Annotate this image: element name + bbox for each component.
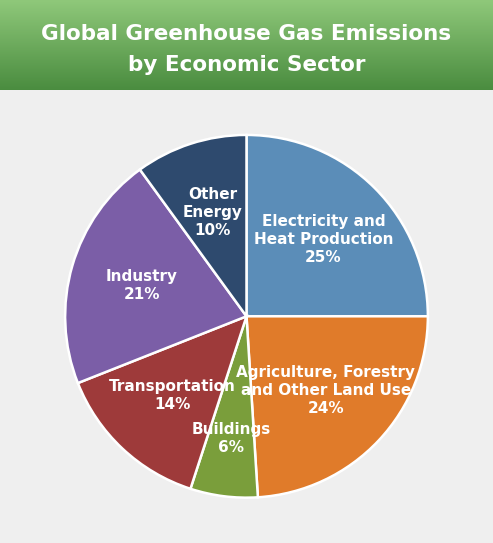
Wedge shape: [140, 135, 246, 316]
Text: Global Greenhouse Gas Emissions: Global Greenhouse Gas Emissions: [41, 24, 452, 44]
Text: by Economic Sector: by Economic Sector: [128, 54, 365, 74]
Text: Electricity and
Heat Production
25%: Electricity and Heat Production 25%: [254, 214, 393, 265]
Text: Buildings
6%: Buildings 6%: [191, 422, 271, 455]
Wedge shape: [246, 316, 428, 497]
Text: Other
Energy
10%: Other Energy 10%: [183, 187, 243, 238]
Text: Agriculture, Forestry
and Other Land Use
24%: Agriculture, Forestry and Other Land Use…: [236, 365, 415, 416]
Wedge shape: [246, 135, 428, 316]
Wedge shape: [78, 316, 246, 489]
Wedge shape: [190, 316, 258, 498]
Text: Transportation
14%: Transportation 14%: [108, 379, 236, 412]
Text: Industry
21%: Industry 21%: [106, 269, 178, 302]
Wedge shape: [65, 169, 246, 383]
